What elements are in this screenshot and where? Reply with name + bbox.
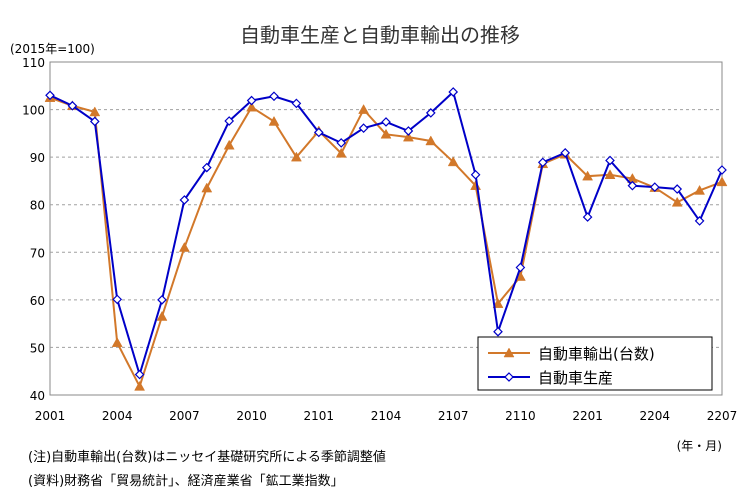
data-point-diamond [560,148,571,158]
data-point-triangle [335,147,347,158]
x-tick-label: 2104 [371,409,402,423]
data-point-diamond [45,90,55,101]
x-tick-label: 2004 [102,409,133,423]
data-point-diamond [313,127,324,138]
data-point-triangle [358,104,370,114]
data-point-diamond [381,117,391,127]
data-point-triangle [134,380,146,391]
data-point-diamond [627,180,638,191]
data-point-triangle [582,170,594,181]
data-point-triangle [503,347,515,358]
legend: 自動車輸出(台数) 自動車生産 [477,336,713,391]
data-point-triangle [89,106,101,117]
data-point-diamond [201,162,212,173]
x-tick-label: 2010 [236,409,267,423]
data-point-diamond [336,138,347,148]
data-point-diamond [537,157,548,168]
data-point-triangle [447,156,459,167]
data-point-diamond [403,126,414,136]
data-point-triangle [402,131,414,142]
data-point-triangle [671,196,683,207]
data-point-diamond [157,295,167,305]
x-tick-label: 2204 [640,409,671,423]
x-tick-label: 2107 [438,409,469,423]
y-axis-unit-label: (2015年=100) [10,42,95,56]
x-tick-label: 2207 [707,409,738,423]
data-point-triangle [223,139,235,150]
data-point-diamond [134,369,145,380]
data-point-triangle [246,101,258,112]
data-point-diamond [89,116,100,127]
data-point-triangle [716,176,728,187]
data-point-diamond [605,155,615,166]
y-tick-label: 50 [30,341,45,355]
y-tick-label: 90 [30,151,45,165]
data-point-diamond [224,116,235,126]
data-point-triangle [178,242,190,252]
x-axis-unit-label: (年・月) [677,439,722,453]
data-point-diamond [358,123,369,133]
data-point-triangle [380,128,392,139]
data-point-triangle [425,135,437,146]
data-point-diamond [649,182,660,192]
series-layer [44,87,728,391]
y-axis-ticks: 40 50 60 70 80 90 100 110 [22,56,45,403]
y-tick-label: 40 [30,389,45,403]
data-point-diamond [179,195,190,205]
data-point-diamond [717,165,727,175]
series-2 [45,87,727,380]
source-note: (注)自動車輸出(台数)はニッセイ基礎研究所による季節調整値 [28,450,386,465]
y-tick-label: 110 [22,56,45,70]
y-tick-label: 80 [30,199,45,213]
x-tick-label: 2101 [304,409,335,423]
y-tick-label: 70 [30,246,45,260]
data-point-diamond [672,184,683,194]
x-tick-label: 2110 [505,409,536,423]
data-point-diamond [291,98,302,109]
x-axis-ticks: 2001 2004 2007 2010 2101 2104 2107 2110 2201 2204… [35,409,738,423]
legend-label: 自動車輸出(台数) [538,345,655,363]
x-tick-label: 2001 [35,409,66,423]
chart-title: 自動車生産と自動車輸出の推移 [240,23,520,47]
x-tick-label: 2007 [169,409,200,423]
data-point-diamond [112,294,123,305]
data-point-triangle [694,184,706,195]
data-point-diamond [493,326,503,337]
data-point-diamond [470,169,481,180]
x-tick-label: 2201 [572,409,603,423]
legend-label: 自動車生産 [538,369,613,387]
data-point-diamond [694,216,705,226]
data-point-triangle [604,169,616,179]
data-point-triangle [290,151,302,162]
data-point-diamond [425,108,436,118]
data-point-triangle [156,310,168,321]
data-point-diamond [246,95,257,106]
legend-box [477,336,713,391]
data-point-diamond [582,212,593,222]
data-point-triangle [201,182,213,193]
data-point-diamond [515,262,526,273]
data-point-diamond [448,87,459,97]
data-source: (資料)財務省「貿易統計」、経済産業省「鉱工業指数」 [28,474,344,489]
data-point-diamond [67,100,78,111]
data-point-triangle [492,298,504,308]
data-point-triangle [268,115,280,126]
data-point-diamond [269,91,279,102]
y-tick-label: 60 [30,294,45,308]
y-tick-label: 100 [22,104,45,118]
data-point-triangle [111,337,123,347]
data-point-diamond [504,372,514,382]
